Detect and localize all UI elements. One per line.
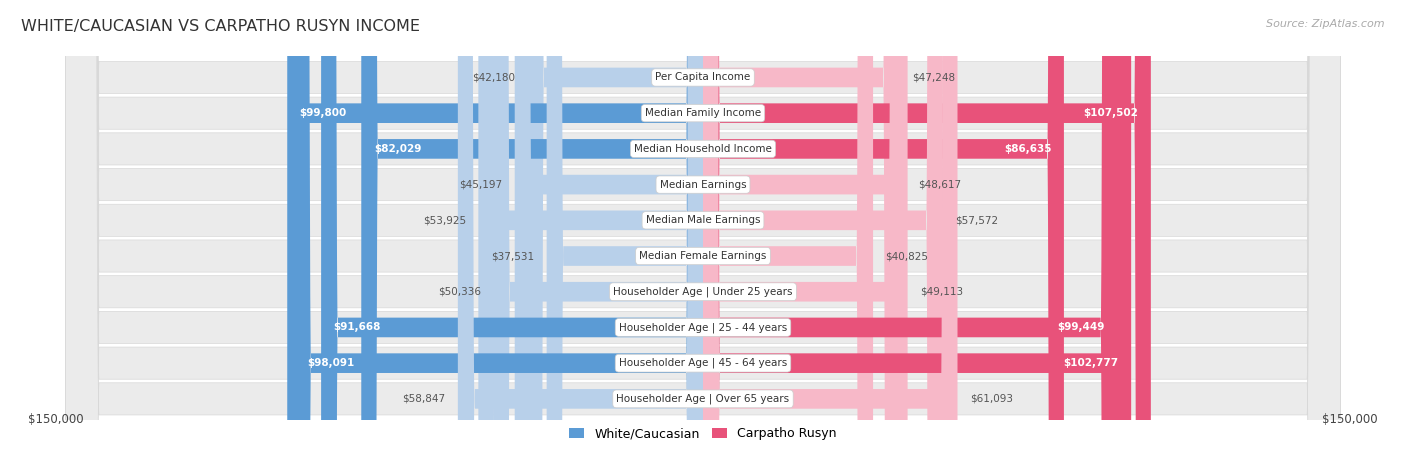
Text: Median Female Earnings: Median Female Earnings <box>640 251 766 261</box>
Text: $48,617: $48,617 <box>918 180 962 190</box>
Text: Householder Age | 25 - 44 years: Householder Age | 25 - 44 years <box>619 322 787 333</box>
FancyBboxPatch shape <box>66 0 1340 467</box>
FancyBboxPatch shape <box>703 0 1118 467</box>
FancyBboxPatch shape <box>361 0 703 467</box>
FancyBboxPatch shape <box>703 0 900 467</box>
FancyBboxPatch shape <box>703 0 943 467</box>
Text: $61,093: $61,093 <box>970 394 1012 404</box>
FancyBboxPatch shape <box>547 0 703 467</box>
FancyBboxPatch shape <box>66 0 1340 467</box>
Text: Median Family Income: Median Family Income <box>645 108 761 118</box>
Text: $57,572: $57,572 <box>955 215 998 225</box>
FancyBboxPatch shape <box>66 0 1340 467</box>
FancyBboxPatch shape <box>458 0 703 467</box>
Text: $91,668: $91,668 <box>333 322 381 333</box>
Text: Householder Age | 45 - 64 years: Householder Age | 45 - 64 years <box>619 358 787 368</box>
FancyBboxPatch shape <box>478 0 703 467</box>
FancyBboxPatch shape <box>66 0 1340 467</box>
Text: Householder Age | Over 65 years: Householder Age | Over 65 years <box>616 394 790 404</box>
Text: Median Earnings: Median Earnings <box>659 180 747 190</box>
Text: $82,029: $82,029 <box>374 144 422 154</box>
FancyBboxPatch shape <box>703 0 1064 467</box>
FancyBboxPatch shape <box>703 0 1132 467</box>
Text: $49,113: $49,113 <box>920 287 963 297</box>
Text: $107,502: $107,502 <box>1084 108 1139 118</box>
Text: $37,531: $37,531 <box>491 251 534 261</box>
FancyBboxPatch shape <box>527 0 703 467</box>
FancyBboxPatch shape <box>703 0 1152 467</box>
Text: $150,000: $150,000 <box>1322 413 1378 426</box>
FancyBboxPatch shape <box>66 0 1340 467</box>
FancyBboxPatch shape <box>66 0 1340 467</box>
Text: $102,777: $102,777 <box>1063 358 1119 368</box>
Legend: White/Caucasian, Carpatho Rusyn: White/Caucasian, Carpatho Rusyn <box>564 422 842 445</box>
FancyBboxPatch shape <box>66 0 1340 467</box>
Text: Median Male Earnings: Median Male Earnings <box>645 215 761 225</box>
Text: $58,847: $58,847 <box>402 394 446 404</box>
Text: $42,180: $42,180 <box>472 72 515 83</box>
FancyBboxPatch shape <box>515 0 703 467</box>
FancyBboxPatch shape <box>703 0 873 467</box>
FancyBboxPatch shape <box>294 0 703 467</box>
FancyBboxPatch shape <box>494 0 703 467</box>
FancyBboxPatch shape <box>703 0 957 467</box>
FancyBboxPatch shape <box>66 0 1340 467</box>
FancyBboxPatch shape <box>66 0 1340 467</box>
Text: $53,925: $53,925 <box>423 215 465 225</box>
Text: $99,449: $99,449 <box>1057 322 1105 333</box>
Text: WHITE/CAUCASIAN VS CARPATHO RUSYN INCOME: WHITE/CAUCASIAN VS CARPATHO RUSYN INCOME <box>21 19 420 34</box>
Text: Per Capita Income: Per Capita Income <box>655 72 751 83</box>
Text: Householder Age | Under 25 years: Householder Age | Under 25 years <box>613 286 793 297</box>
FancyBboxPatch shape <box>703 0 905 467</box>
Text: $47,248: $47,248 <box>912 72 956 83</box>
Text: $150,000: $150,000 <box>28 413 84 426</box>
Text: $98,091: $98,091 <box>307 358 354 368</box>
FancyBboxPatch shape <box>321 0 703 467</box>
FancyBboxPatch shape <box>287 0 703 467</box>
Text: $99,800: $99,800 <box>299 108 347 118</box>
Text: Source: ZipAtlas.com: Source: ZipAtlas.com <box>1267 19 1385 28</box>
Text: $45,197: $45,197 <box>460 180 502 190</box>
Text: $50,336: $50,336 <box>437 287 481 297</box>
Text: $86,635: $86,635 <box>1004 144 1052 154</box>
FancyBboxPatch shape <box>703 0 908 467</box>
Text: Median Household Income: Median Household Income <box>634 144 772 154</box>
FancyBboxPatch shape <box>66 0 1340 467</box>
Text: $40,825: $40,825 <box>886 251 928 261</box>
